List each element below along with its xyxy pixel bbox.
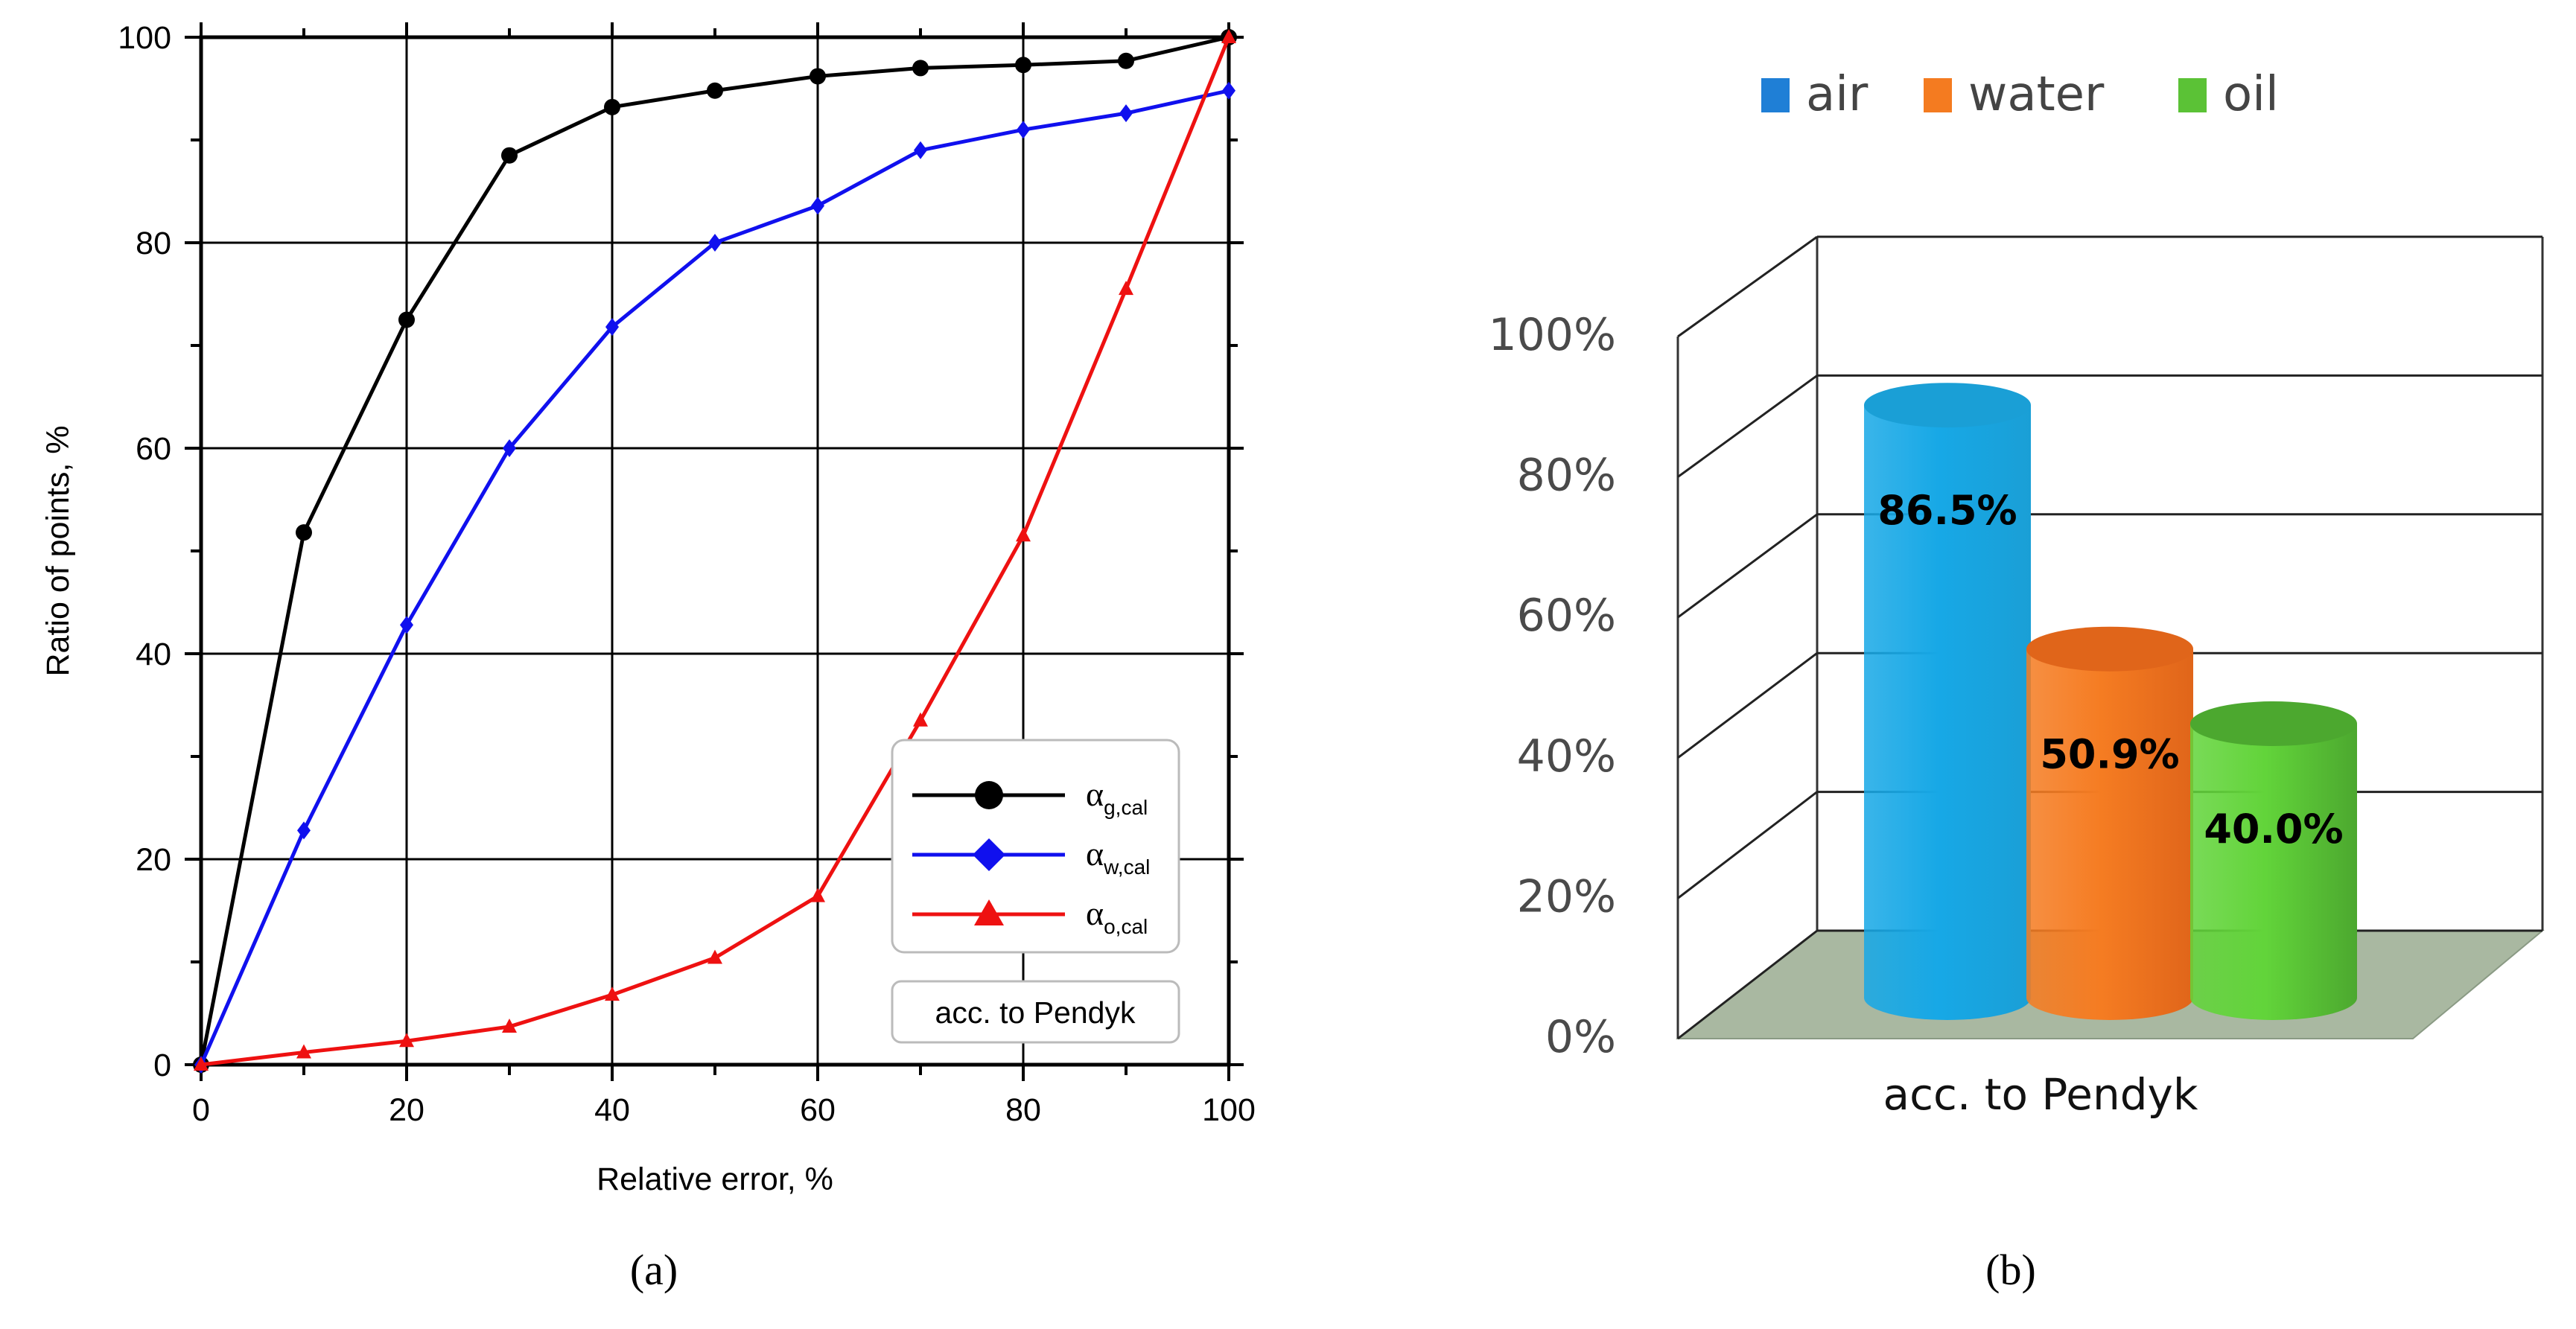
bar-oil: 40.0% — [2190, 701, 2357, 1020]
data-point — [296, 524, 312, 541]
series-g-cal — [193, 29, 1237, 1073]
data-point — [708, 234, 722, 252]
bar-group: 86.5% 50.9% 40.0% — [1864, 383, 2357, 1020]
axis-ticks: 0 20 40 60 80 100 0 20 40 60 80 100 — [118, 20, 1256, 1128]
data-point — [296, 1044, 311, 1059]
legend-label: water — [1968, 67, 2105, 122]
data-point — [503, 439, 516, 457]
data-point — [810, 68, 826, 85]
bar-top — [2190, 701, 2357, 746]
data-point — [1017, 121, 1030, 139]
data-point — [605, 318, 619, 337]
side-gridline — [1677, 929, 1818, 1040]
legend-swatch — [1924, 78, 1952, 112]
data-point — [501, 147, 518, 164]
side-gridline — [1677, 375, 1818, 478]
data-point — [502, 1018, 517, 1033]
bar-chart-panel: air water oil 86.5% 50.9% 40.0% 0% 20% 40% 60% 8… — [1488, 67, 2545, 1294]
side-gridline — [1677, 791, 1818, 899]
data-point — [707, 949, 722, 964]
bar-air: 86.5% — [1864, 383, 2031, 1020]
bar-body — [2190, 724, 2357, 1020]
x-tick-label: 60 — [800, 1092, 836, 1128]
data-label: 50.9% — [2040, 731, 2179, 778]
data-label: 86.5% — [1877, 487, 2017, 534]
annotation-text: acc. to Pendyk — [935, 995, 1136, 1030]
bar-top — [2026, 626, 2193, 672]
y-tick-label: 60 — [136, 431, 171, 467]
data-label: 40.0% — [2204, 806, 2343, 852]
data-point — [194, 1056, 209, 1071]
legend: air water oil — [1761, 67, 2279, 122]
y-tick-labels: 0% 20% 40% 60% 80% 100% — [1488, 309, 1616, 1063]
data-point — [1221, 29, 1236, 43]
line-chart-panel: 0 20 40 60 80 100 0 20 40 60 80 100 αg,calαw,calαo,… — [40, 20, 1256, 1294]
data-point — [912, 60, 929, 77]
data-point — [604, 98, 620, 115]
side-gridline — [1677, 513, 1818, 619]
y-tick-label: 100 — [118, 20, 171, 56]
bar-body — [2026, 648, 2193, 1020]
y-tick-label: 0 — [153, 1048, 171, 1083]
y-tick-label: 80 — [136, 226, 171, 261]
y-tick-label: 80% — [1517, 450, 1616, 502]
side-gridline — [1677, 652, 1818, 759]
data-point — [1119, 104, 1133, 123]
panel-label-b: (b) — [1985, 1246, 2036, 1294]
x-tick-label: 20 — [389, 1092, 424, 1128]
y-tick-label: 20% — [1517, 870, 1616, 922]
data-point — [399, 1033, 414, 1048]
y-tick-label: 100% — [1488, 309, 1616, 361]
data-point — [810, 887, 825, 902]
data-point — [398, 311, 415, 328]
series-group — [193, 29, 1237, 1074]
data-point — [605, 987, 620, 1001]
data-point — [1015, 57, 1031, 74]
data-point — [811, 197, 824, 215]
side-gridline — [1677, 235, 1818, 338]
data-point — [913, 712, 928, 727]
legend-label: air — [1806, 67, 1869, 122]
data-point — [297, 821, 311, 840]
legend-marker — [974, 899, 1004, 925]
data-point — [1119, 281, 1133, 296]
annotation-box — [891, 980, 1180, 1044]
legend-marker — [975, 781, 1003, 809]
y-tick-label: 20 — [136, 842, 171, 878]
x-tick-label: 0 — [192, 1092, 210, 1128]
data-point — [400, 616, 413, 634]
legend-swatch — [1761, 78, 1790, 112]
data-point — [1016, 527, 1031, 542]
y-tick-label: 40% — [1517, 730, 1616, 783]
x-axis-label: Relative error, % — [597, 1161, 833, 1197]
bar-water: 50.9% — [2026, 626, 2193, 1020]
data-point — [1118, 52, 1134, 69]
bar-top — [1864, 383, 2031, 428]
panel-label-a: (a) — [630, 1246, 678, 1294]
data-point — [1222, 81, 1235, 100]
legend-box — [891, 739, 1180, 954]
y-axis-label: Ratio of points, % — [40, 425, 76, 676]
data-point — [707, 82, 723, 99]
bar-body — [1864, 405, 2031, 1020]
y-tick-label: 60% — [1517, 590, 1616, 642]
y-tick-label: 0% — [1545, 1011, 1616, 1063]
x-tick-label: 100 — [1202, 1092, 1256, 1128]
data-point — [914, 141, 927, 159]
legend-swatch — [2178, 78, 2207, 112]
x-tick-label: 80 — [1005, 1092, 1041, 1128]
legend-label: oil — [2223, 67, 2279, 122]
series-o-cal — [194, 29, 1236, 1071]
x-tick-label: 40 — [594, 1092, 630, 1128]
legend-marker — [973, 838, 1005, 871]
x-category-label: acc. to Pendyk — [1883, 1069, 2198, 1120]
y-tick-label: 40 — [136, 637, 171, 672]
series-w-cal — [194, 81, 1235, 1074]
